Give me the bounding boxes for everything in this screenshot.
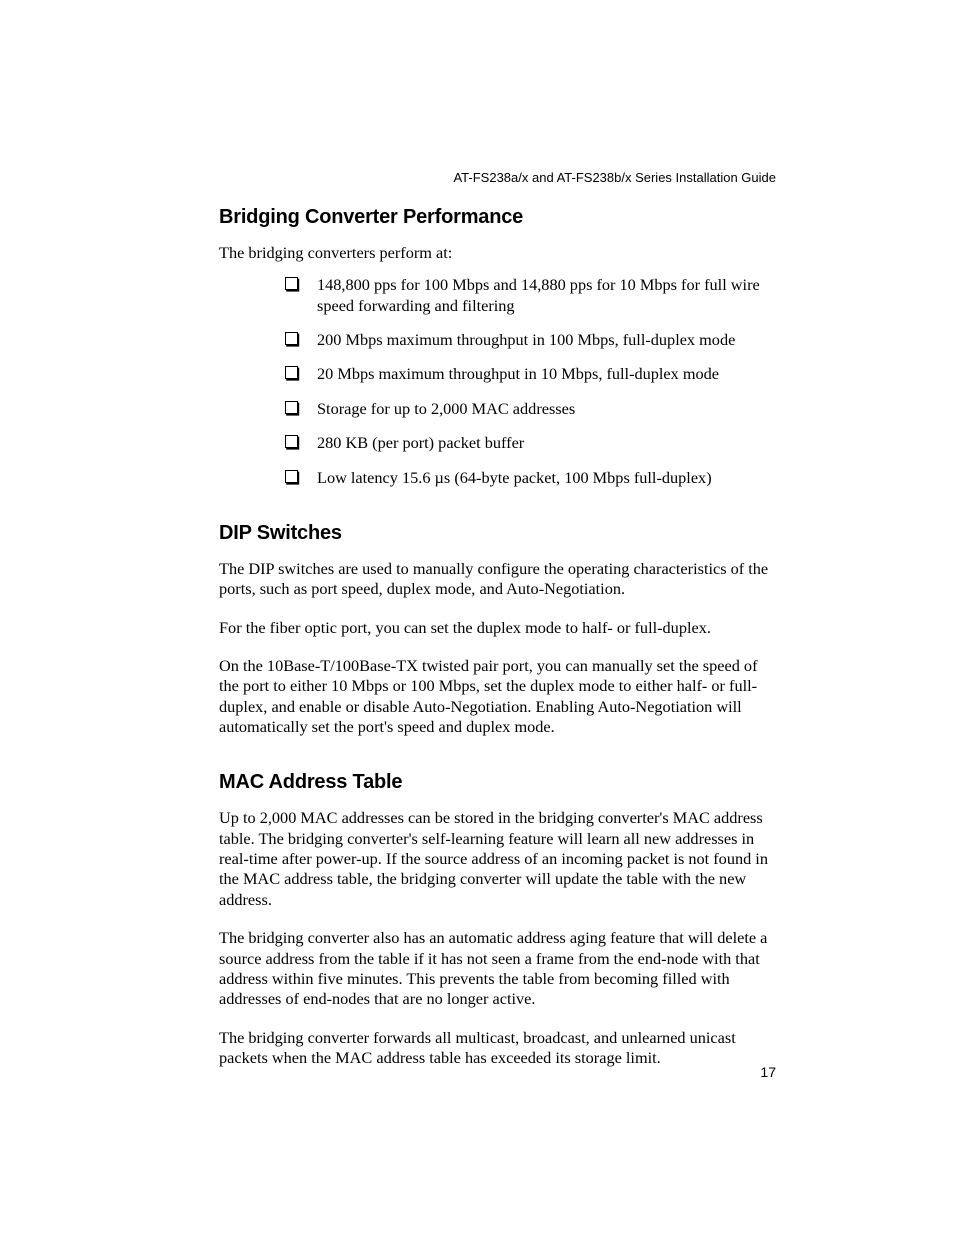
bullet-text: Storage for up to 2,000 MAC addresses — [317, 399, 575, 418]
page: AT-FS238a/x and AT-FS238b/x Series Insta… — [0, 0, 954, 1235]
checkbox-icon — [285, 470, 298, 483]
dip-para-3: On the 10Base-T/100Base-TX twisted pair … — [219, 656, 779, 737]
bullet-text: 200 Mbps maximum throughput in 100 Mbps,… — [317, 330, 735, 349]
list-item: 20 Mbps maximum throughput in 10 Mbps, f… — [285, 364, 779, 384]
heading-bridging: Bridging Converter Performance — [219, 206, 779, 229]
list-item: 200 Mbps maximum throughput in 100 Mbps,… — [285, 330, 779, 350]
bullet-text: Low latency 15.6 µs (64-byte packet, 100… — [317, 468, 712, 487]
bullet-text: 280 KB (per port) packet buffer — [317, 433, 524, 452]
bullet-text: 148,800 pps for 100 Mbps and 14,880 pps … — [317, 275, 760, 314]
list-item: 148,800 pps for 100 Mbps and 14,880 pps … — [285, 275, 779, 316]
content-region: Bridging Converter Performance The bridg… — [219, 206, 779, 1086]
mac-para-3: The bridging converter forwards all mult… — [219, 1028, 779, 1069]
checkbox-icon — [285, 332, 298, 345]
running-header: AT-FS238a/x and AT-FS238b/x Series Insta… — [453, 170, 776, 185]
checkbox-icon — [285, 366, 298, 379]
page-number: 17 — [760, 1064, 776, 1080]
checkbox-icon — [285, 401, 298, 414]
bullet-text: 20 Mbps maximum throughput in 10 Mbps, f… — [317, 364, 719, 383]
bridging-intro: The bridging converters perform at: — [219, 243, 779, 263]
checkbox-icon — [285, 435, 298, 448]
list-item: 280 KB (per port) packet buffer — [285, 433, 779, 453]
bridging-bullets: 148,800 pps for 100 Mbps and 14,880 pps … — [219, 275, 779, 488]
mac-para-2: The bridging converter also has an autom… — [219, 928, 779, 1009]
dip-para-1: The DIP switches are used to manually co… — [219, 559, 779, 600]
heading-mac: MAC Address Table — [219, 771, 779, 794]
dip-para-2: For the fiber optic port, you can set th… — [219, 618, 779, 638]
heading-dip: DIP Switches — [219, 522, 779, 545]
list-item: Storage for up to 2,000 MAC addresses — [285, 399, 779, 419]
checkbox-icon — [285, 277, 298, 290]
mac-para-1: Up to 2,000 MAC addresses can be stored … — [219, 808, 779, 910]
list-item: Low latency 15.6 µs (64-byte packet, 100… — [285, 468, 779, 488]
